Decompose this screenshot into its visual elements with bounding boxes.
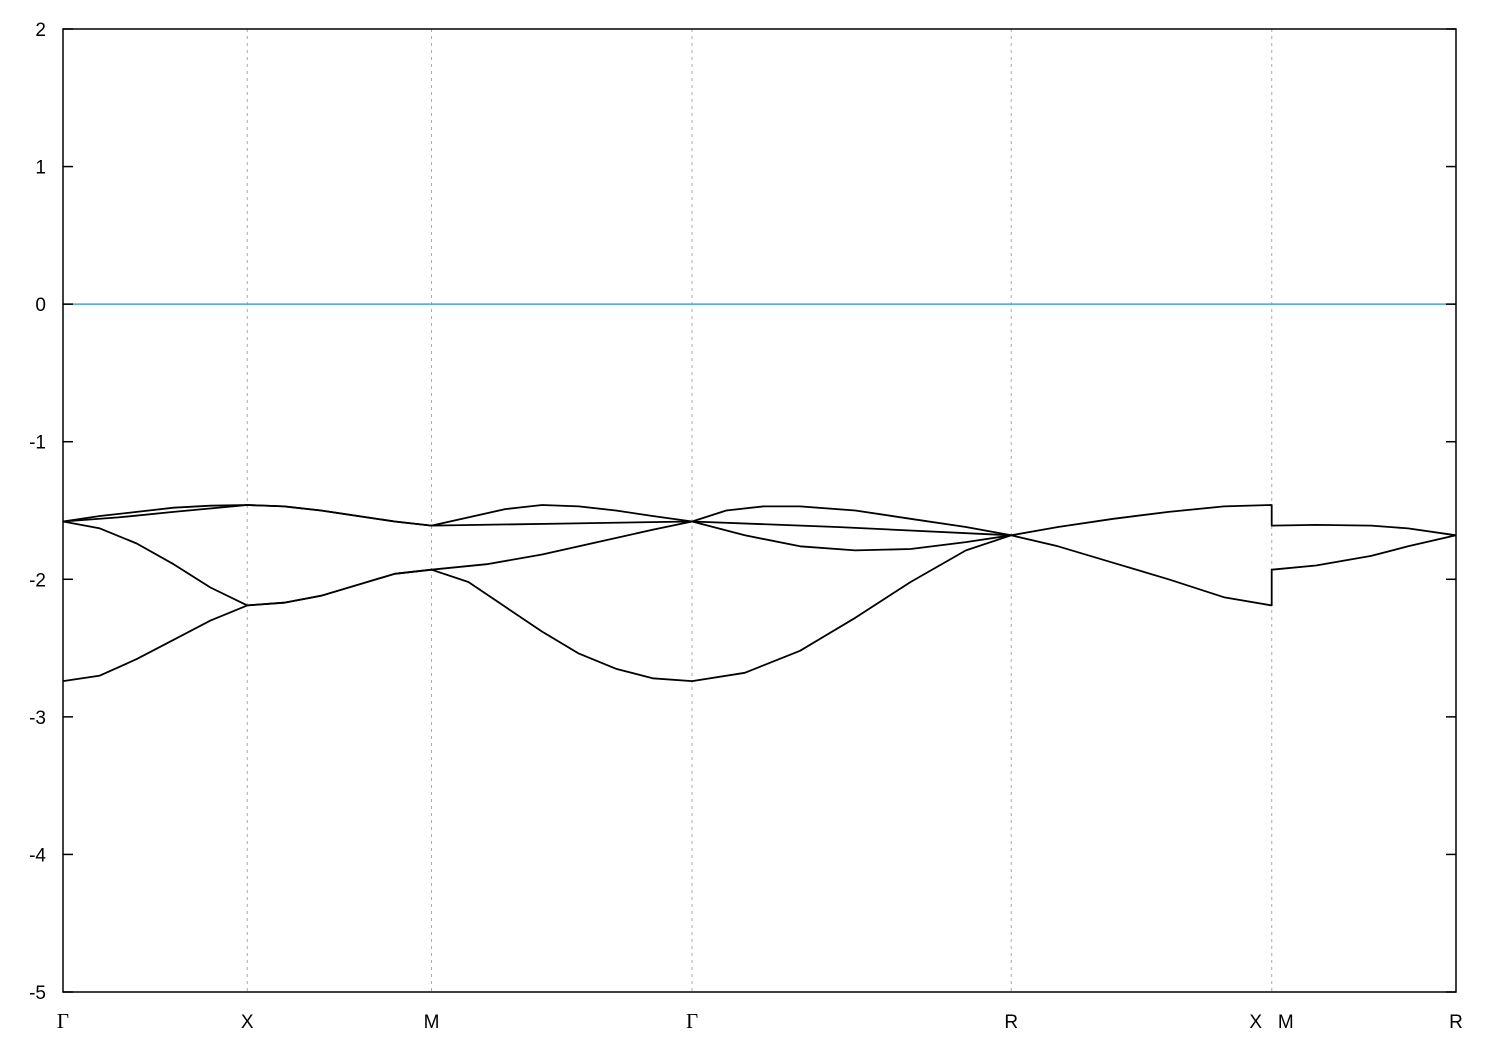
x-tick-label: Γ [686, 1009, 698, 1033]
band-3 [62, 520, 1012, 607]
y-tick-label: -5 [29, 983, 46, 1004]
band-2 [62, 504, 1457, 607]
plot-frame [62, 28, 1457, 993]
y-tick-label: 2 [35, 20, 46, 41]
x-tick-label: X [241, 1012, 254, 1033]
y-tick-label: -1 [29, 433, 46, 454]
y-tick-label: -2 [29, 570, 46, 591]
band-1 [62, 504, 1457, 537]
y-tick-label: 1 [35, 158, 46, 179]
x-tick-label: R [1449, 1012, 1463, 1033]
x-tick-label: M [1278, 1012, 1294, 1033]
band-lines [62, 504, 1457, 682]
x-tick-label: R [1004, 1012, 1018, 1033]
y-tick-label: -3 [29, 708, 46, 729]
band-4 [62, 534, 1012, 682]
x-tick-label: Γ [57, 1009, 69, 1033]
y-axis: -5 -4 -3 -2 -1 0 1 2 [29, 20, 1456, 1004]
x-tick-label: X [1249, 1012, 1262, 1033]
y-tick-label: -4 [29, 845, 46, 866]
y-tick-label: 0 [35, 295, 46, 316]
x-tick-label: M [424, 1012, 440, 1033]
grid-lines [246, 29, 1273, 992]
